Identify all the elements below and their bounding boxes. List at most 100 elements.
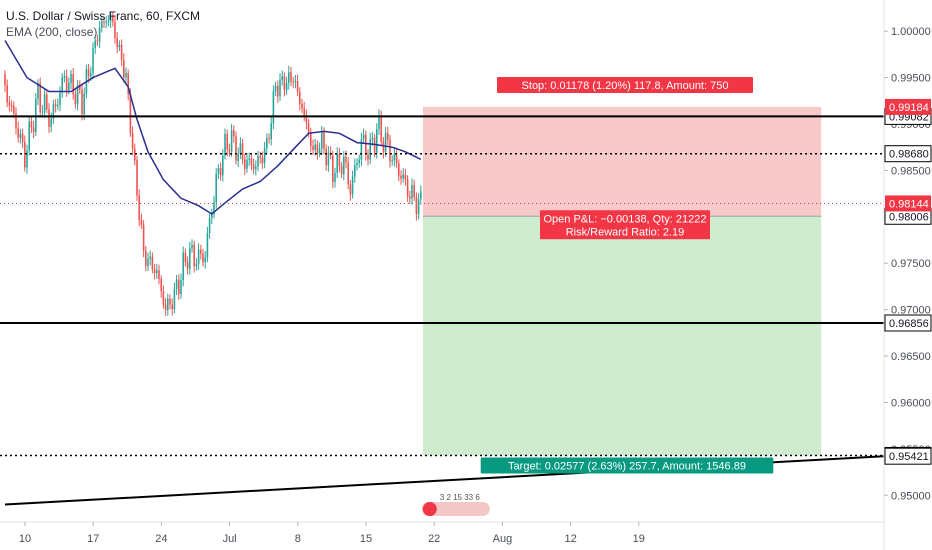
candle-body	[340, 165, 343, 175]
candle	[413, 179, 415, 201]
candle-body	[226, 133, 228, 150]
x-tick-label: Aug	[493, 533, 513, 545]
candle	[202, 248, 204, 267]
candle	[204, 250, 206, 269]
candle-body	[376, 129, 378, 153]
candle	[21, 128, 24, 148]
candle-body	[37, 83, 39, 99]
candle-body	[338, 153, 341, 166]
candle-body	[6, 85, 8, 103]
candle-body	[285, 82, 288, 91]
candle-body	[79, 84, 81, 90]
candle-body	[270, 123, 272, 140]
candle	[30, 116, 33, 134]
candle-body	[288, 72, 290, 83]
candle-body	[257, 156, 259, 167]
candle-body	[239, 143, 242, 154]
candle-body	[303, 108, 305, 116]
candle	[153, 263, 156, 280]
candle	[211, 209, 213, 225]
candle	[233, 125, 235, 143]
candle-body	[81, 89, 83, 115]
candle	[228, 143, 231, 157]
candle	[246, 153, 248, 173]
candle-body	[409, 196, 411, 199]
price-tag-entry-text: 0.98006	[889, 211, 929, 223]
events-badge: 3 2 15 33 6	[421, 493, 490, 516]
x-tick-label: 24	[155, 533, 167, 545]
candle-body	[105, 21, 107, 23]
candle	[46, 89, 48, 114]
candle	[235, 131, 237, 165]
candle	[151, 252, 154, 274]
candle-body	[76, 84, 79, 105]
candle	[24, 135, 26, 172]
risk-reward-text: Risk/Reward Ratio: 2.19	[566, 226, 685, 238]
candle	[270, 116, 272, 146]
candle	[358, 154, 360, 168]
candle	[222, 149, 224, 182]
candle-body	[186, 261, 189, 269]
candle	[325, 144, 327, 171]
candle-body	[371, 137, 374, 140]
candle-body	[21, 133, 24, 142]
x-tick-label: 15	[360, 533, 372, 545]
candle-body	[98, 27, 101, 42]
candle-body	[244, 159, 246, 169]
candle-body	[149, 256, 151, 259]
candle	[134, 143, 136, 166]
candle-body	[255, 166, 257, 169]
candle-body	[189, 248, 191, 269]
candle-body	[360, 139, 363, 160]
candle	[120, 39, 123, 67]
candle-body	[54, 104, 57, 107]
candle	[140, 213, 143, 229]
price-tag-last-text: 0.98144	[889, 198, 929, 210]
chart-legend: U.S. Dollar / Swiss Franc, 60, FXCM EMA …	[6, 8, 200, 40]
candle	[266, 133, 268, 155]
candle	[347, 157, 349, 190]
candle	[35, 93, 37, 137]
candle	[37, 79, 39, 106]
candle	[417, 193, 420, 220]
candle	[305, 109, 308, 130]
candle	[340, 161, 343, 179]
candle-body	[211, 214, 213, 219]
candle	[327, 146, 330, 172]
candle-body	[52, 104, 55, 119]
candle	[321, 125, 323, 155]
candle-body	[32, 127, 35, 133]
candle-body	[382, 141, 385, 152]
candle	[48, 103, 50, 134]
price-tag-0.96856-bg	[884, 314, 932, 332]
candle	[8, 96, 11, 112]
y-tick-label: 0.98500	[891, 165, 931, 177]
candle	[94, 36, 96, 54]
candle	[107, 15, 110, 27]
candle	[142, 220, 145, 258]
candle-body	[290, 72, 292, 82]
candle	[288, 65, 290, 90]
candle	[195, 258, 198, 271]
candle-body	[413, 184, 415, 198]
candle	[28, 117, 30, 156]
candle-body	[283, 76, 286, 91]
candle	[105, 15, 107, 29]
candle-body	[184, 252, 187, 262]
candle	[303, 101, 305, 122]
candle-body	[204, 257, 206, 263]
candle	[98, 21, 101, 49]
candle	[171, 298, 173, 316]
candle	[219, 162, 222, 181]
candle	[316, 140, 319, 160]
candle	[248, 152, 250, 167]
candle	[400, 170, 402, 185]
candle	[224, 128, 226, 160]
candle	[162, 285, 165, 309]
candle	[149, 250, 151, 266]
candle-body	[222, 155, 224, 176]
stop-label-text: Stop: 0.01178 (1.20%) 117.8, Amount: 750	[522, 80, 729, 92]
candle	[292, 76, 294, 89]
